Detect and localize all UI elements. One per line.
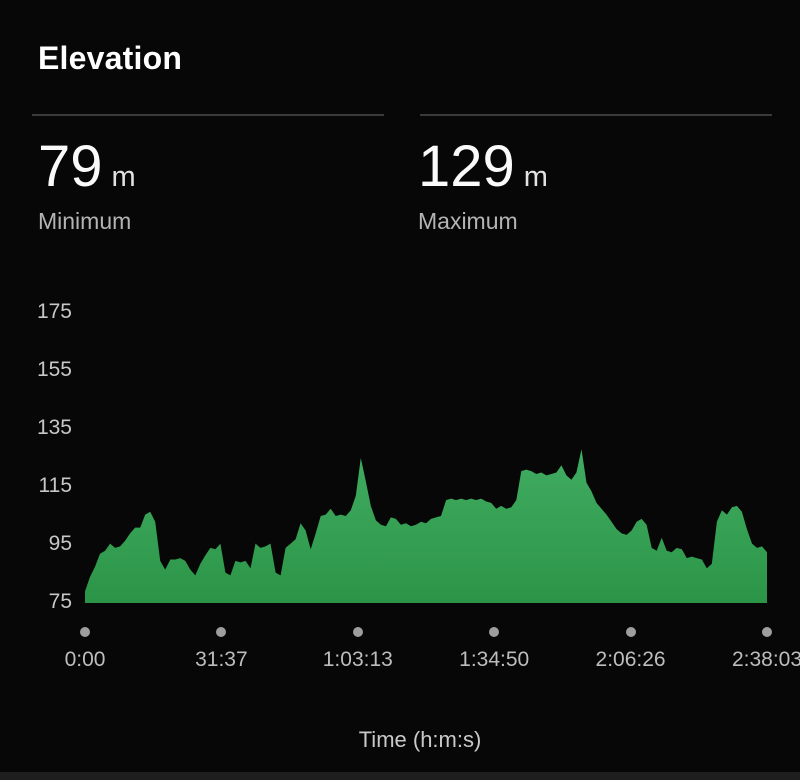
y-tick-label: 95	[48, 532, 72, 555]
y-tick-label: 75	[48, 590, 72, 613]
x-tick-dot	[625, 627, 636, 637]
x-tick-dot	[762, 627, 772, 637]
divider-left	[32, 114, 384, 116]
x-tick-dot	[216, 627, 227, 637]
x-tick-dot	[352, 627, 363, 637]
x-tick-label: 1:03:13	[322, 648, 393, 671]
x-tick-dot	[489, 627, 500, 637]
y-tick-label: 115	[38, 474, 72, 497]
x-tick-label: 2:38:03	[731, 648, 800, 671]
divider-right	[420, 114, 772, 116]
minimum-value-row: 79 m	[38, 138, 136, 196]
x-tick-label: 0:00	[64, 648, 106, 671]
next-card-edge	[0, 772, 800, 780]
elevation-area-chart[interactable]	[85, 300, 767, 603]
minimum-unit: m	[111, 161, 136, 193]
y-tick-label: 155	[36, 358, 72, 381]
x-tick-label: 1:34:50	[459, 648, 530, 671]
maximum-label: Maximum	[418, 208, 518, 234]
maximum-value-row: 129 m	[418, 138, 548, 196]
stat-minimum: 79 m Minimum	[38, 138, 136, 235]
stat-maximum: 129 m Maximum	[418, 138, 548, 235]
x-tick-label: 31:37	[195, 648, 248, 671]
y-tick-label: 175	[36, 300, 72, 323]
x-tick-dot	[80, 627, 90, 637]
x-tick-label: 2:06:26	[595, 648, 666, 671]
x-axis-title: Time (h:m:s)	[358, 727, 482, 752]
minimum-label: Minimum	[38, 208, 132, 234]
y-tick-label: 135	[36, 416, 72, 439]
elevation-area-fill	[85, 449, 767, 603]
maximum-unit: m	[523, 161, 548, 193]
card-title: Elevation	[38, 40, 183, 76]
maximum-value: 129	[418, 134, 515, 199]
minimum-value: 79	[38, 134, 103, 199]
